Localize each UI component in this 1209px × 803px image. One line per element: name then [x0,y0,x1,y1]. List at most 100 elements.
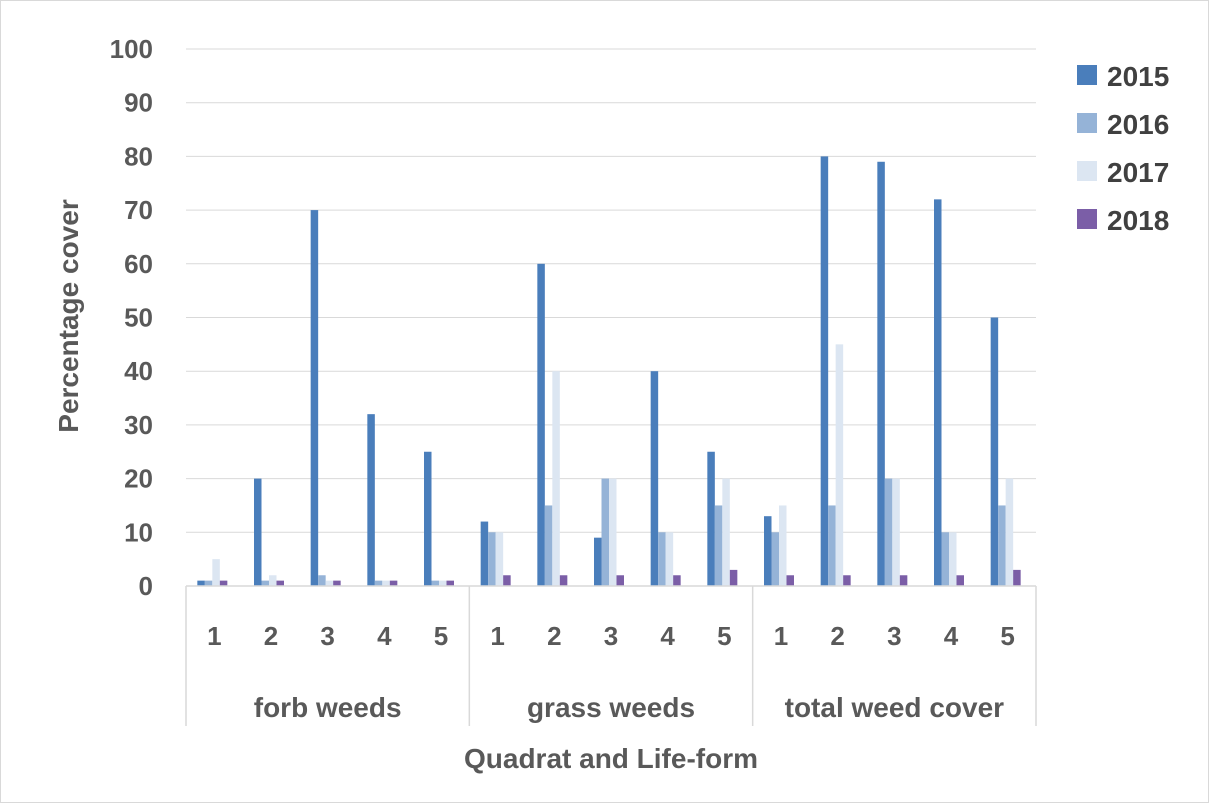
y-axis-title: Percentage cover [53,199,84,433]
bar [601,478,609,586]
gridlines [186,48,1036,533]
bar [431,580,439,586]
legend-label: 2016 [1107,109,1169,140]
x-tick-label: 5 [1000,621,1014,651]
legend-label: 2018 [1107,205,1169,236]
y-tick-label: 20 [124,464,153,494]
legend-label: 2015 [1107,61,1169,92]
x-tick-label: 4 [944,621,959,651]
legend-swatch [1077,161,1097,181]
x-tick-label: 3 [604,621,618,651]
bar [503,575,511,586]
x-tick-label: 2 [830,621,844,651]
bar [729,569,738,586]
x-group-label: forb weeds [254,692,402,723]
bar [673,575,681,586]
bar [722,478,730,586]
x-axis: 1 2 3 4 5 1 2 3 4 5 1 2 3 4 5 forb weeds grass weeds tota… [185,585,1037,726]
y-tick-label: 100 [110,34,153,64]
x-tick-label: 1 [207,621,221,651]
bar [204,580,213,586]
y-axis-ticks: 0 10 20 30 40 50 60 70 80 90 100 [110,34,153,601]
x-tick-label: 5 [717,621,731,651]
bars [197,156,1021,587]
legend: 2015 2016 2017 2018 [1077,61,1169,236]
bar [843,575,851,586]
x-group-label: total weed cover [785,692,1005,723]
bar [367,414,375,586]
bar [877,161,885,586]
bar [276,580,284,586]
y-tick-label: 40 [124,356,153,386]
bar [446,580,454,586]
x-tick-label: 4 [377,621,392,651]
x-axis-title: Quadrat and Life-form [464,743,758,774]
bar [559,575,568,586]
bar [424,451,432,586]
bar [197,580,205,586]
bar [658,532,666,586]
bar [1013,569,1021,586]
bar [786,575,794,586]
bar [899,575,908,586]
bar [318,575,326,586]
bar [707,451,715,586]
bar [219,580,228,586]
x-tick-label: 1 [490,621,504,651]
x-tick-label: 3 [887,621,901,651]
x-group-label: grass weeds [527,692,695,723]
y-tick-label: 70 [124,195,153,225]
bar [828,505,836,586]
bar [261,580,269,586]
bar [884,478,893,586]
bar [488,532,496,586]
bar [480,521,489,586]
x-tick-label: 2 [264,621,278,651]
bar [956,575,964,586]
x-tick-label: 3 [320,621,334,651]
bar [892,478,900,586]
bar [333,580,341,586]
bar [650,371,659,586]
bar [779,505,787,586]
x-tick-label: 2 [547,621,561,651]
bar [934,199,942,587]
bar [382,580,390,586]
bar [254,478,262,586]
y-tick-label: 80 [124,141,153,171]
bar [665,532,674,586]
bar [544,505,553,586]
bar [949,532,957,586]
x-tick-label: 5 [434,621,448,651]
y-tick-label: 60 [124,249,153,279]
y-tick-label: 10 [124,517,153,547]
bar [998,505,1006,586]
bar [310,210,319,586]
y-tick-label: 90 [124,88,153,118]
bar [771,532,779,586]
y-tick-label: 30 [124,410,153,440]
legend-label: 2017 [1107,157,1169,188]
y-tick-label: 0 [139,571,153,601]
legend-swatch [1077,65,1097,85]
bar [616,575,624,586]
bar [495,532,504,586]
bar [374,580,383,586]
x-tick-label: 4 [660,621,675,651]
bar [439,580,447,586]
bar [990,317,999,586]
bar [212,559,220,586]
bar [594,537,602,586]
bar [537,263,545,586]
bar [389,580,398,586]
legend-swatch [1077,113,1097,133]
bar [325,580,334,586]
bar [941,532,949,586]
bar [552,371,560,586]
y-tick-label: 50 [124,303,153,333]
x-tick-label: 1 [774,621,788,651]
bar [1005,478,1014,586]
bar [609,478,617,586]
